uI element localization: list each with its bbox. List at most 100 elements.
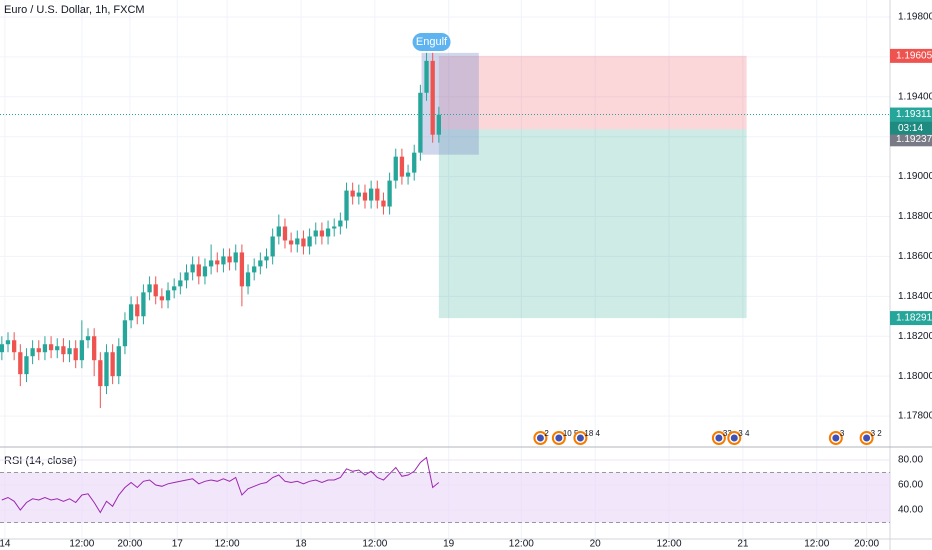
x-tick-label: 17 [172, 539, 184, 550]
candle-body [233, 252, 238, 263]
y-tick-label: 1.18000 [898, 371, 932, 382]
pattern-box [421, 52, 479, 155]
candle-body [221, 256, 226, 265]
candle-body [48, 344, 54, 351]
candle-body [18, 352, 23, 375]
candle-body [202, 266, 208, 277]
candle-body [245, 272, 251, 287]
candle-body [190, 264, 195, 273]
candle-body [67, 348, 72, 355]
x-tick-label: 20 [590, 539, 602, 550]
candle-body [381, 200, 386, 207]
candle-body [301, 238, 306, 247]
x-tick-label: 21 [737, 539, 749, 550]
price-tag [890, 48, 932, 63]
x-tick-label: 12:00 [509, 539, 534, 550]
price-tag-label: 1.18291 [896, 313, 932, 324]
target-zone [438, 129, 747, 319]
y-tick-label: 1.19000 [898, 171, 932, 182]
event-icon-inner [715, 434, 723, 442]
pattern-label-bg [412, 33, 451, 51]
candle-body [282, 226, 288, 241]
y-tick-label: 1.18600 [898, 251, 932, 262]
candle-body [79, 340, 85, 361]
candle-body [0, 344, 5, 353]
price-tag [890, 107, 932, 122]
candle-body [92, 336, 97, 361]
candle-body [116, 346, 121, 377]
candle-body [362, 192, 368, 201]
candle-body [178, 280, 183, 287]
event-label: 18 4 [584, 429, 600, 438]
candle-body [141, 292, 146, 317]
x-tick-label: 14 [0, 539, 11, 550]
countdown-bg [890, 121, 932, 135]
price-tag [890, 311, 932, 326]
y-tick-label: 1.19400 [898, 91, 932, 102]
candle-body [393, 156, 398, 181]
price-tag-label: 1.19311 [896, 109, 932, 120]
candle-body [42, 344, 48, 353]
candle-body [375, 188, 380, 201]
candle-body [270, 236, 275, 257]
candle-body [12, 340, 17, 353]
candle-body [122, 320, 128, 347]
candle-body [405, 172, 411, 177]
candle-body [215, 260, 220, 265]
x-tick-label: 12:00 [657, 539, 682, 550]
event-label: 3 2 [871, 429, 883, 438]
y-tick-label: 1.18400 [898, 291, 932, 302]
rsi-tick-label: 60.00 [898, 480, 923, 491]
candle-body [239, 252, 245, 287]
candle-body [418, 92, 423, 153]
candle-body [73, 348, 78, 361]
candle-body [313, 230, 318, 237]
x-tick-label: 12:00 [69, 539, 94, 550]
candle-body [128, 304, 134, 321]
price-tag-label: 1.19237 [896, 134, 932, 145]
price-tag [890, 132, 932, 147]
candle-body [55, 346, 60, 351]
candle-body [307, 236, 312, 247]
x-tick-label: 18 [295, 539, 307, 550]
event-label: 10 5 [563, 429, 579, 438]
candle-body [24, 356, 29, 375]
candle-body [258, 260, 263, 267]
candle-body [227, 256, 232, 263]
rsi-tick-label: 80.00 [898, 455, 923, 466]
candle-body [85, 336, 91, 341]
candle-body [172, 286, 177, 291]
candle-body [344, 190, 349, 221]
candle-body [184, 272, 189, 281]
chart-title: Euro / U.S. Dollar, 1h, FXCM [4, 4, 145, 16]
candle-body [208, 260, 214, 267]
candle-body [399, 156, 405, 177]
event-label: 3 4 [738, 429, 750, 438]
candle-body [350, 190, 355, 197]
candle-body [110, 352, 115, 377]
candle-body [252, 266, 257, 273]
rsi-band [0, 472, 890, 523]
candle-body [319, 230, 325, 237]
y-tick-label: 1.17800 [898, 411, 932, 422]
candle-body [368, 188, 374, 201]
candle-body [135, 304, 140, 317]
candle-body [61, 346, 66, 355]
x-tick-label: 12:00 [215, 539, 240, 550]
candle-body [412, 152, 417, 173]
event-label: 3 [840, 429, 845, 438]
x-tick-label: 12:00 [804, 539, 829, 550]
rsi-title: RSI (14, close) [4, 455, 77, 467]
event-label: 2 [544, 429, 549, 438]
candle-body [159, 296, 165, 301]
event-icon-inner [832, 434, 840, 442]
x-tick-label: 20:00 [854, 539, 879, 550]
candle-body [325, 228, 331, 237]
price-tag-label: 1.19605 [896, 51, 932, 62]
candle-body [288, 240, 294, 245]
candle-body [430, 60, 435, 135]
candle-body [424, 60, 429, 93]
event-icon-inner [576, 434, 584, 442]
candle-body [5, 340, 11, 345]
